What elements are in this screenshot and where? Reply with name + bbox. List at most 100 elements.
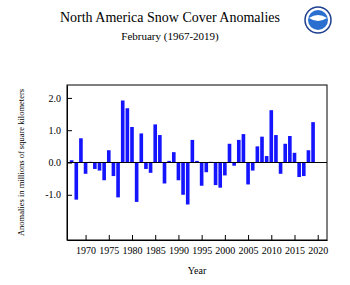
bar [191,140,195,163]
bar [112,163,116,177]
x-tick-label: 1970 [76,245,96,256]
bar [279,163,283,174]
y-tick-label: 0.0 [49,157,62,168]
bar [311,122,315,162]
logo-bird [309,15,327,21]
x-tick: 2010 [262,235,282,256]
plot-frame [67,85,327,240]
bar [144,163,148,169]
x-tick-label: 1985 [146,245,166,256]
x-tick: 1990 [169,235,189,256]
bar [256,146,260,162]
x-axis-line [68,240,328,241]
bar [237,140,241,163]
x-axis: 19701975 19801985199019952000 200520102015… [68,235,329,256]
x-tick-mark [271,235,272,240]
bar [135,163,139,202]
x-tick-label: 2020 [308,245,328,256]
y-tick-label: -1.0 [45,189,61,200]
x-tick: 2005 [239,235,259,256]
y-tick-label: 1.0 [49,125,62,136]
bar [260,137,264,163]
y-axis-title: Anomalies in millions of square kilomete… [16,89,26,236]
bars [70,101,315,205]
x-tick-mark [178,235,179,240]
x-tick: 1985 [146,235,166,256]
bar [153,124,157,162]
x-tick-mark [109,235,110,240]
x-tick-label: 1995 [192,245,212,256]
y-tick-mark [67,130,72,131]
x-tick: 1995 [192,235,212,256]
bar [274,135,278,162]
subtitle: February (1967-2019) [121,30,219,43]
x-tick-mark [318,235,319,240]
x-tick: 2000 [215,235,235,256]
bar [98,163,102,171]
bar [302,163,306,177]
title: North America Snow Cover Anomalies [60,10,280,25]
bar [246,163,250,185]
bar [172,152,176,162]
plot: -1.00.01.02.0197019751980198519901995200… [45,85,328,256]
bar [130,127,134,163]
x-tick-mark [86,235,87,240]
x-tick-label: 2015 [285,245,305,256]
y-axis: -1.0 0.0 1.0 2.0 [45,86,72,241]
bar [297,163,301,178]
bar [158,135,162,162]
y-tick-mark [67,195,72,196]
y-tick-mark [67,98,72,99]
bar [283,144,287,163]
bar [214,163,218,186]
x-axis-title: Year [188,265,207,276]
bar [288,136,292,162]
y-tick-mark [67,163,72,164]
bar [107,150,111,162]
x-tick-label: 1990 [169,245,189,256]
bar [228,144,232,163]
bar [79,138,83,162]
bar [149,163,153,173]
logo-ring [305,7,331,33]
x-tick: 1975 [99,235,119,256]
x-tick-mark [248,235,249,240]
bar [200,163,204,186]
x-tick-mark [155,235,156,240]
bar [181,163,185,195]
x-tick: 1970 [76,235,96,256]
x-tick: 1980 [123,235,143,256]
bar [269,110,273,162]
bar [218,163,222,188]
bar [204,163,208,173]
x-tick-mark [225,235,226,240]
bar [265,156,269,162]
x-tick-label: 2010 [262,245,282,256]
bar [223,163,227,176]
bar [163,163,167,184]
x-tick-mark [202,235,203,240]
bar [242,134,246,162]
x-tick: 2015 [285,235,305,256]
x-tick-label: 1975 [99,245,119,256]
chart: North America Snow Cover Anomalies Februa… [0,0,350,285]
y-tick: -1.0 [45,189,72,200]
x-tick-label: 2000 [215,245,235,256]
zero-line [67,162,327,163]
logo-disc [308,10,328,30]
bar [116,163,120,198]
y-tick: 0.0 [49,157,73,168]
logo [305,7,331,33]
bar [93,163,97,169]
y-tick-label: 2.0 [49,93,62,104]
y-tick: 1.0 [49,125,73,136]
bar [177,163,181,181]
bar [102,163,106,181]
bar [307,150,311,162]
x-tick: 2020 [308,235,328,256]
bar [121,101,125,163]
x-tick-label: 1980 [123,245,143,256]
bar [84,163,88,174]
x-tick-mark [295,235,296,240]
bar [74,163,78,200]
